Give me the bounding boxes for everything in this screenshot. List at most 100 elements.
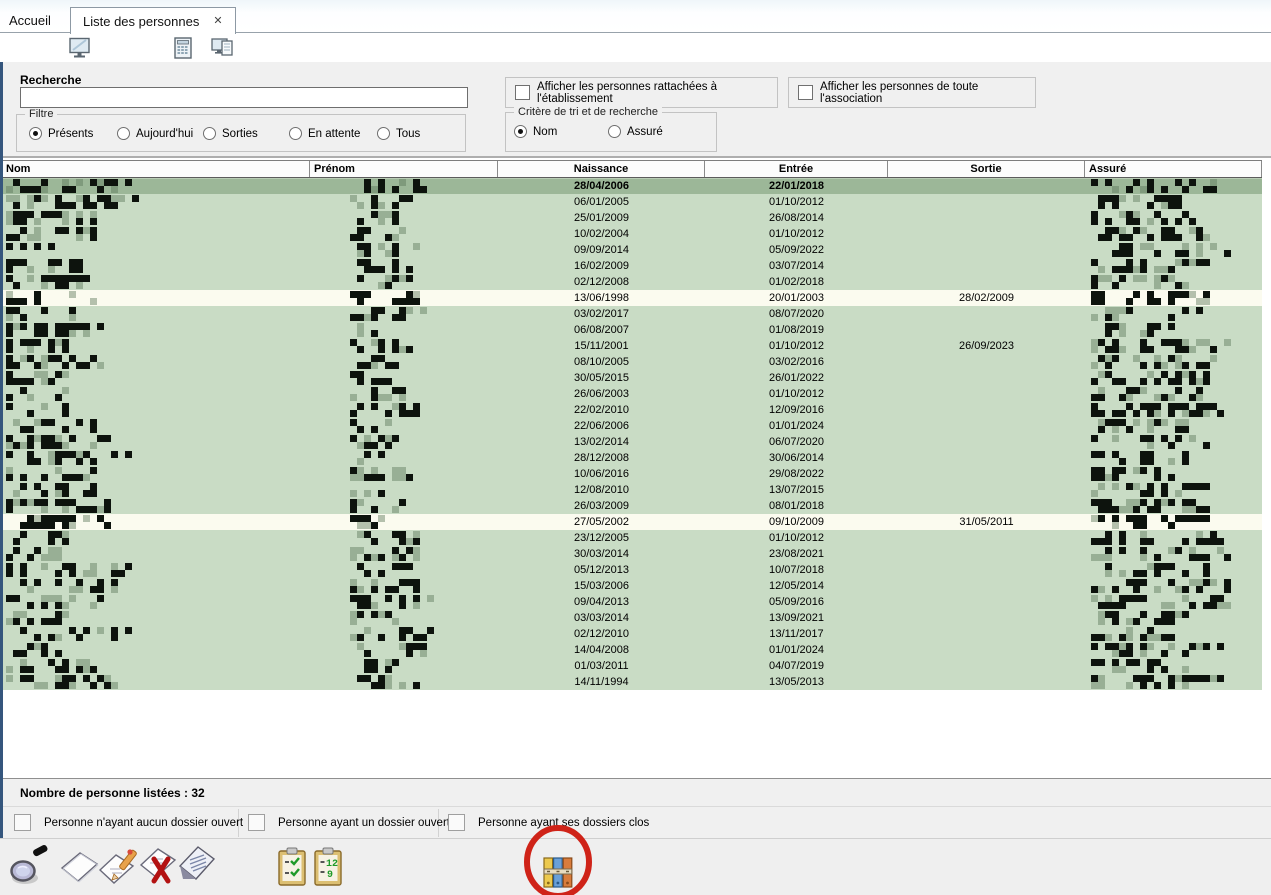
table-row[interactable]: 22/02/2010 12/09/2016: [2, 402, 1262, 418]
table-row[interactable]: 10/06/2016 29/08/2022: [2, 466, 1262, 482]
cell-prenom: [310, 626, 498, 642]
view-document-icon[interactable]: [176, 845, 218, 887]
close-icon[interactable]: ✕: [213, 14, 223, 27]
table-row[interactable]: 05/12/2013 10/07/2018: [2, 562, 1262, 578]
redacted-pixelation: [13, 643, 62, 657]
table-row[interactable]: 06/08/2007 01/08/2019: [2, 322, 1262, 338]
cell-sortie: [888, 370, 1085, 386]
table-row[interactable]: 06/01/2005 01/10/2012: [2, 194, 1262, 210]
search-icon[interactable]: [8, 845, 52, 887]
tab-label: Liste des personnes: [83, 13, 200, 29]
top-toolbar: [0, 34, 1271, 62]
clipboard-dates-icon[interactable]: 12 9: [314, 847, 342, 887]
cell-prenom: [310, 322, 498, 338]
table-row[interactable]: 14/04/2008 01/01/2024: [2, 642, 1262, 658]
filter-radio-tous[interactable]: Tous: [377, 127, 420, 140]
calculator-icon[interactable]: [171, 37, 195, 59]
table-row[interactable]: 28/04/2006 22/01/2018: [2, 178, 1262, 194]
table-row[interactable]: 16/02/2009 03/07/2014: [2, 258, 1262, 274]
table-row[interactable]: 26/03/2009 08/01/2018: [2, 498, 1262, 514]
column-header-sortie[interactable]: Sortie: [888, 161, 1085, 177]
radio-icon[interactable]: [608, 125, 621, 138]
table-row[interactable]: 30/03/2014 23/08/2021: [2, 546, 1262, 562]
radio-icon[interactable]: [289, 127, 302, 140]
checkbox-icon[interactable]: [515, 85, 530, 100]
column-header-assuré[interactable]: Assuré: [1085, 161, 1262, 177]
table-row[interactable]: 03/02/2017 08/07/2020: [2, 306, 1262, 322]
search-input[interactable]: [20, 87, 468, 108]
cell-entree: 01/02/2018: [768, 276, 825, 288]
cell-sortie: [888, 594, 1085, 610]
filter-radio-en-attente[interactable]: En attente: [289, 127, 360, 140]
cell-nom: [2, 322, 310, 338]
redacted-pixelation: [6, 227, 97, 241]
cell-naissance: 03/03/2014: [573, 612, 630, 624]
table-row[interactable]: 22/06/2006 01/01/2024: [2, 418, 1262, 434]
column-header-naissance[interactable]: Naissance: [498, 161, 705, 177]
sort-radio-nom[interactable]: Nom: [514, 125, 557, 138]
radio-icon[interactable]: [29, 127, 42, 140]
table-row[interactable]: 30/05/2015 26/01/2022: [2, 370, 1262, 386]
redacted-pixelation: [1098, 195, 1182, 209]
column-header-nom[interactable]: Nom: [2, 161, 310, 177]
cell-prenom: [310, 306, 498, 322]
filter-radio-aujourd-hui[interactable]: Aujourd'hui: [117, 127, 193, 140]
archive-icon[interactable]: [543, 857, 573, 889]
tab-liste-des-personnes[interactable]: Liste des personnes ✕: [70, 7, 236, 34]
column-header-prénom[interactable]: Prénom: [310, 161, 498, 177]
cell-sortie: [888, 610, 1085, 626]
radio-icon[interactable]: [514, 125, 527, 138]
table-row[interactable]: 12/08/2010 13/07/2015: [2, 482, 1262, 498]
table-row[interactable]: 28/12/2008 30/06/2014: [2, 450, 1262, 466]
table-row[interactable]: 15/03/2006 12/05/2014: [2, 578, 1262, 594]
monitor-icon[interactable]: [68, 37, 92, 59]
radio-icon[interactable]: [203, 127, 216, 140]
table-row[interactable]: 13/02/2014 06/07/2020: [2, 434, 1262, 450]
table-row[interactable]: 25/01/2009 26/08/2014: [2, 210, 1262, 226]
cell-nom: [2, 178, 310, 194]
cell-nom: [2, 514, 310, 530]
cell-nom: [2, 642, 310, 658]
redacted-pixelation: [350, 579, 420, 593]
clipboard-check-icon[interactable]: [278, 847, 306, 887]
table-row[interactable]: 01/03/2011 04/07/2019: [2, 658, 1262, 674]
tab-accueil[interactable]: Accueil: [9, 13, 51, 28]
option-show-attached[interactable]: Afficher les personnes rattachées à l'ét…: [505, 77, 778, 108]
monitor-document-icon[interactable]: [211, 37, 235, 59]
cell-sortie: [888, 242, 1085, 258]
filter-radio-pr-sents[interactable]: Présents: [29, 127, 93, 140]
filter-radio-sorties[interactable]: Sorties: [203, 127, 258, 140]
table-row[interactable]: 02/12/2008 01/02/2018: [2, 274, 1262, 290]
table-row[interactable]: 27/05/2002 09/10/2009 31/05/2011: [2, 514, 1262, 530]
radio-icon[interactable]: [117, 127, 130, 140]
cell-nom: [2, 674, 310, 690]
table-row[interactable]: 23/12/2005 01/10/2012: [2, 530, 1262, 546]
table-row[interactable]: 02/12/2010 13/11/2017: [2, 626, 1262, 642]
table-row[interactable]: 10/02/2004 01/10/2012: [2, 226, 1262, 242]
radio-icon[interactable]: [377, 127, 390, 140]
table-row[interactable]: 15/11/2001 01/10/2012 26/09/2023: [2, 338, 1262, 354]
legend-bar: Personne n'ayant aucun dossier ouvert Per…: [0, 806, 1271, 838]
radio-label: Sorties: [222, 127, 258, 140]
legend-label: Personne ayant un dossier ouvert: [278, 816, 450, 829]
cell-prenom: [310, 386, 498, 402]
cell-sortie: [888, 210, 1085, 226]
cell-assure: [1085, 290, 1262, 306]
table-row[interactable]: 13/06/1998 20/01/2003 28/02/2009: [2, 290, 1262, 306]
table-row[interactable]: 09/04/2013 05/09/2016: [2, 594, 1262, 610]
option-show-association[interactable]: Afficher les personnes de toute l'associ…: [788, 77, 1036, 108]
delete-document-icon[interactable]: [138, 847, 180, 887]
cell-prenom: [310, 210, 498, 226]
column-header-entrée[interactable]: Entrée: [705, 161, 888, 177]
edit-document-icon[interactable]: [98, 847, 140, 887]
table-row[interactable]: 03/03/2014 13/09/2021: [2, 610, 1262, 626]
sort-radio-assur-[interactable]: Assuré: [608, 125, 663, 138]
checkbox-icon[interactable]: [798, 85, 813, 100]
table-row[interactable]: 14/11/1994 13/05/2013: [2, 674, 1262, 690]
table-row[interactable]: 26/06/2003 01/10/2012: [2, 386, 1262, 402]
table-row[interactable]: 08/10/2005 03/02/2016: [2, 354, 1262, 370]
cell-sortie: 26/09/2023: [958, 340, 1015, 352]
new-document-icon[interactable]: [60, 851, 100, 885]
table-row[interactable]: 09/09/2014 05/09/2022: [2, 242, 1262, 258]
cell-entree: 04/07/2019: [768, 660, 825, 672]
